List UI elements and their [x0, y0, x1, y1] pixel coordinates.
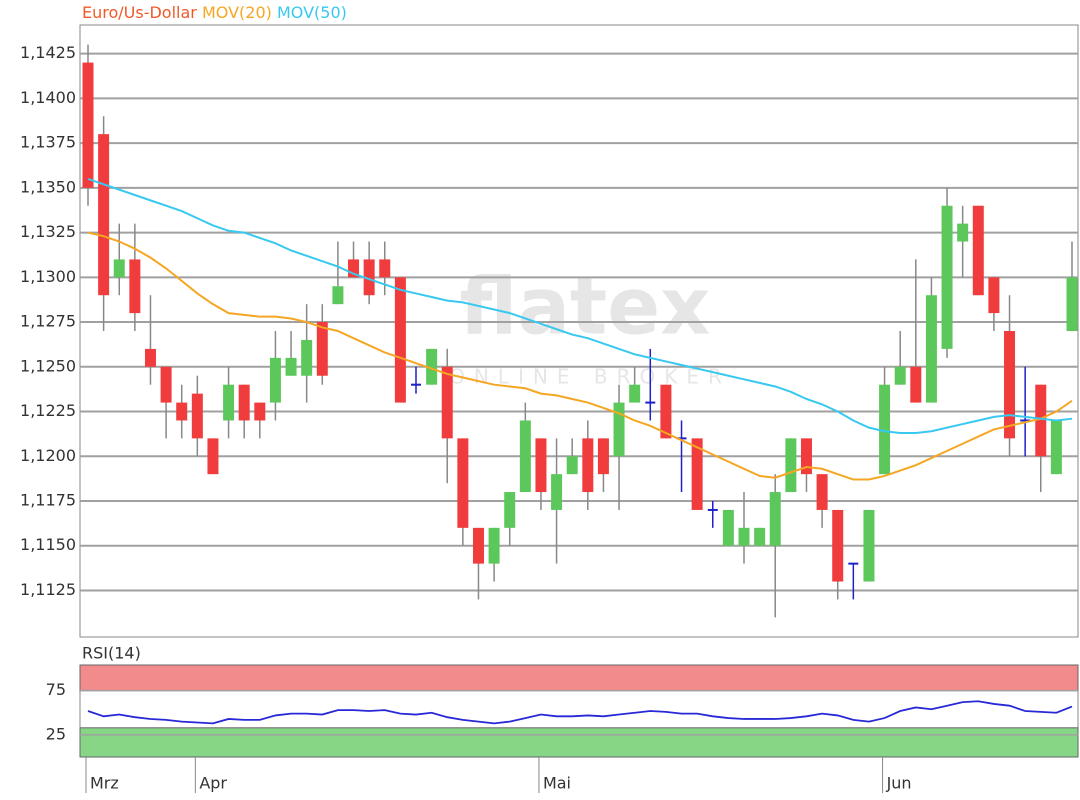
candle-body	[800, 438, 812, 475]
candle-body	[1050, 420, 1062, 475]
y-tick-label: 1,1250	[20, 356, 76, 375]
candle-body	[379, 259, 391, 278]
candle-body	[941, 205, 953, 349]
candle-body	[722, 509, 734, 546]
candle-body	[535, 438, 547, 493]
candle-body	[488, 527, 500, 564]
legend-entry: RSI(14)	[82, 644, 141, 663]
candle-body	[394, 277, 406, 403]
candle-body	[301, 339, 313, 376]
candle-body	[519, 420, 531, 493]
y-tick-label: 25	[46, 724, 66, 743]
x-tick-label: Mai	[543, 774, 571, 793]
candle-body	[504, 492, 516, 528]
candle-body	[597, 438, 609, 475]
y-tick-label: 1,1200	[20, 446, 76, 465]
candle-body	[98, 134, 110, 296]
candle-body	[160, 366, 172, 403]
candle-body	[769, 492, 781, 546]
moving-average-line	[87, 177, 1073, 434]
y-tick-label: 1,1225	[20, 401, 76, 420]
candle-body	[582, 438, 594, 493]
candle-body	[785, 438, 797, 493]
candle-body	[332, 286, 344, 305]
watermark: flatex ONLINE BROKER	[449, 262, 722, 388]
candle-body	[144, 348, 156, 367]
y-tick-label: 1,1275	[20, 312, 76, 331]
candle-body	[441, 366, 453, 439]
y-tick-label: 1,1425	[20, 43, 76, 62]
candle-body	[629, 384, 641, 403]
candle-body	[551, 474, 563, 510]
candle-body	[316, 322, 328, 376]
y-tick-label: 1,1375	[20, 133, 76, 152]
candle-body	[113, 259, 125, 278]
x-tick-label: Jun	[886, 774, 912, 793]
candle-body	[254, 402, 266, 421]
legend: Euro/Us-Dollar MOV(20) MOV(50)	[82, 3, 347, 22]
y-tick-label: 1,1150	[20, 535, 76, 554]
candle-body	[879, 384, 891, 475]
candle-body	[691, 438, 703, 510]
candle-body	[816, 474, 828, 510]
candle-body	[957, 223, 969, 242]
watermark-brand: flatex	[460, 262, 711, 352]
candle-body	[988, 277, 1000, 314]
legend-entry: Euro/Us-Dollar	[82, 3, 197, 22]
rsi-line	[87, 700, 1073, 725]
candle-body	[832, 509, 844, 582]
candle-body	[238, 384, 250, 421]
candle-body	[269, 357, 281, 403]
x-tick-label: Apr	[199, 774, 227, 793]
candle-body	[129, 259, 141, 314]
candle-body	[1004, 331, 1016, 439]
candle-body	[863, 509, 875, 582]
candle-body	[566, 456, 578, 475]
y-tick-label: 1,1325	[20, 222, 76, 241]
legend-entry: MOV(50)	[277, 3, 347, 22]
y-tick-label: 75	[46, 680, 66, 699]
candle-body	[348, 259, 360, 278]
candle-body	[894, 366, 906, 385]
candle-body	[363, 259, 375, 296]
candle-body	[207, 438, 219, 475]
candle-body	[925, 295, 937, 403]
rsi-zone	[79, 664, 1079, 692]
candle-body	[176, 402, 188, 421]
y-tick-label: 1,1350	[20, 177, 76, 196]
y-tick-label: 1,1125	[20, 580, 76, 599]
candle-body	[660, 384, 672, 439]
x-tick-label: Mrz	[90, 774, 119, 793]
legend-entry: MOV(20)	[202, 3, 272, 22]
candle-body	[82, 62, 94, 188]
candle-body	[457, 438, 469, 528]
candle-body	[285, 357, 297, 376]
y-tick-label: 1,1400	[20, 88, 76, 107]
rsi-zone	[79, 727, 1079, 758]
candle-body	[426, 348, 438, 385]
candle-body	[191, 393, 203, 439]
candle-body	[972, 205, 984, 296]
candle-body	[754, 527, 766, 546]
candle-body	[738, 527, 750, 546]
plot-area	[79, 24, 1079, 638]
candle-body	[472, 527, 484, 564]
moving-average-line	[87, 231, 1073, 481]
candle-body	[1035, 384, 1047, 457]
y-tick-label: 1,1300	[20, 267, 76, 286]
candle-body	[910, 366, 922, 403]
y-tick-label: 1,1175	[20, 491, 76, 510]
candle-body	[1066, 277, 1078, 331]
candle-body	[613, 402, 625, 457]
candle-body	[223, 384, 235, 421]
